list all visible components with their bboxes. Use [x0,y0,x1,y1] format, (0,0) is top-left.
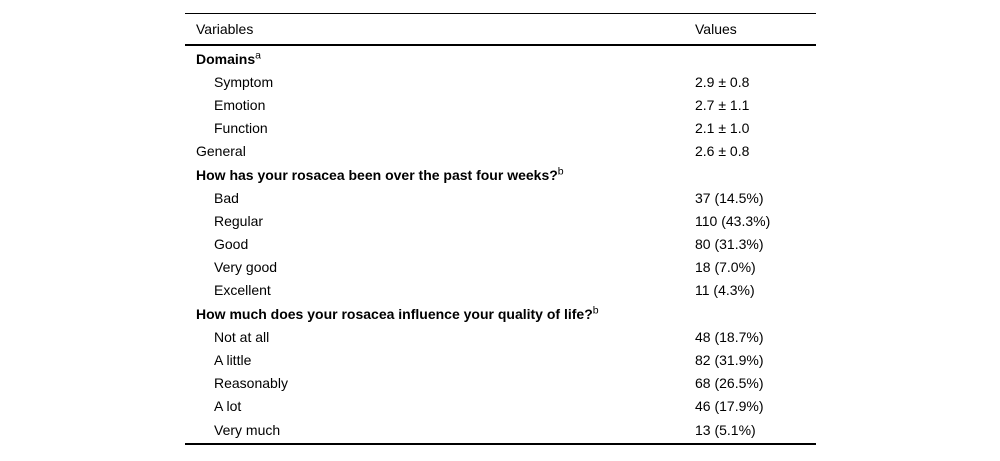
row-label: Good [214,236,249,253]
table-row: Emotion 2.7 ± 1.1 [185,93,816,116]
row-value: 2.9 ± 0.8 [695,73,750,90]
table-row: Good 80 (31.3%) [185,233,816,256]
table-row: How much does your rosacea influence you… [185,302,816,325]
row-label: Regular [214,212,264,229]
row-label: Not at all [214,328,270,345]
row-value: 110 (43.3%) [695,212,771,229]
row-label: How has your rosacea been over the past … [196,164,564,183]
row-value: 2.7 ± 1.1 [695,96,750,113]
table-row: Excellent 11 (4.3%) [185,279,816,302]
row-label: Very much [214,421,281,438]
row-value: 68 (26.5%) [695,375,764,392]
table-row: Regular 110 (43.3%) [185,209,816,232]
table-row: Reasonably 68 (26.5%) [185,372,816,395]
row-label: General [196,143,246,160]
row-label: A lot [214,398,242,415]
row-label: Reasonably [214,375,288,392]
row-label: Function [214,120,268,137]
table-row: Function 2.1 ± 1.0 [185,117,816,140]
table-row: Not at all 48 (18.7%) [185,325,816,348]
table-row: A little 82 (31.9%) [185,348,816,371]
row-label: Bad [214,189,239,206]
column-header-values: Values [695,21,737,37]
footnote-marker: a [255,48,261,61]
row-value: 48 (18.7%) [695,328,764,345]
row-value: 46 (17.9%) [695,398,764,415]
results-table: Variables Values Domainsa Symptom 2.9 ± 0.… [185,13,816,446]
row-label: Emotion [214,96,266,113]
table-row: A lot 46 (17.9%) [185,395,816,418]
footnote-marker: b [557,164,564,177]
row-label: Symptom [214,73,274,90]
row-value: 2.1 ± 1.0 [695,120,750,137]
row-value: 18 (7.0%) [695,259,756,276]
column-header-variables: Variables [196,21,254,37]
table-row: Very much 13 (5.1%) [185,418,816,441]
row-label: How much does your rosacea influence you… [196,304,599,322]
table-header-row: Variables Values [185,14,816,46]
row-label: A little [214,352,252,369]
row-label: Very good [214,259,278,276]
row-value: 13 (5.1%) [695,421,756,438]
row-label: Excellent [214,282,271,299]
row-value: 11 (4.3%) [695,282,755,299]
table-row: General 2.6 ± 0.8 [185,140,816,163]
row-value: 80 (31.3%) [695,236,764,253]
row-label: Domainsa [196,48,261,67]
table-body: Domainsa Symptom 2.9 ± 0.8 Emotion 2.7 ± 1.1… [185,46,816,443]
footnote-marker: b [592,304,599,316]
row-value: 2.6 ± 0.8 [695,143,750,160]
table-row: Domainsa [185,47,816,70]
table-row: Very good 18 (7.0%) [185,256,816,279]
table-row: Symptom 2.9 ± 0.8 [185,70,816,93]
table-row: How has your rosacea been over the past … [185,163,816,186]
row-value: 82 (31.9%) [695,352,764,369]
table-row: Bad 37 (14.5%) [185,186,816,209]
row-value: 37 (14.5%) [695,189,764,206]
